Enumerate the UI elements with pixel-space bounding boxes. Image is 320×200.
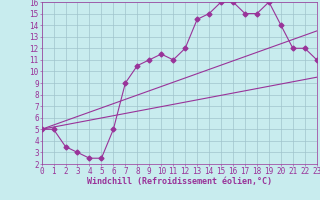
X-axis label: Windchill (Refroidissement éolien,°C): Windchill (Refroidissement éolien,°C) xyxy=(87,177,272,186)
